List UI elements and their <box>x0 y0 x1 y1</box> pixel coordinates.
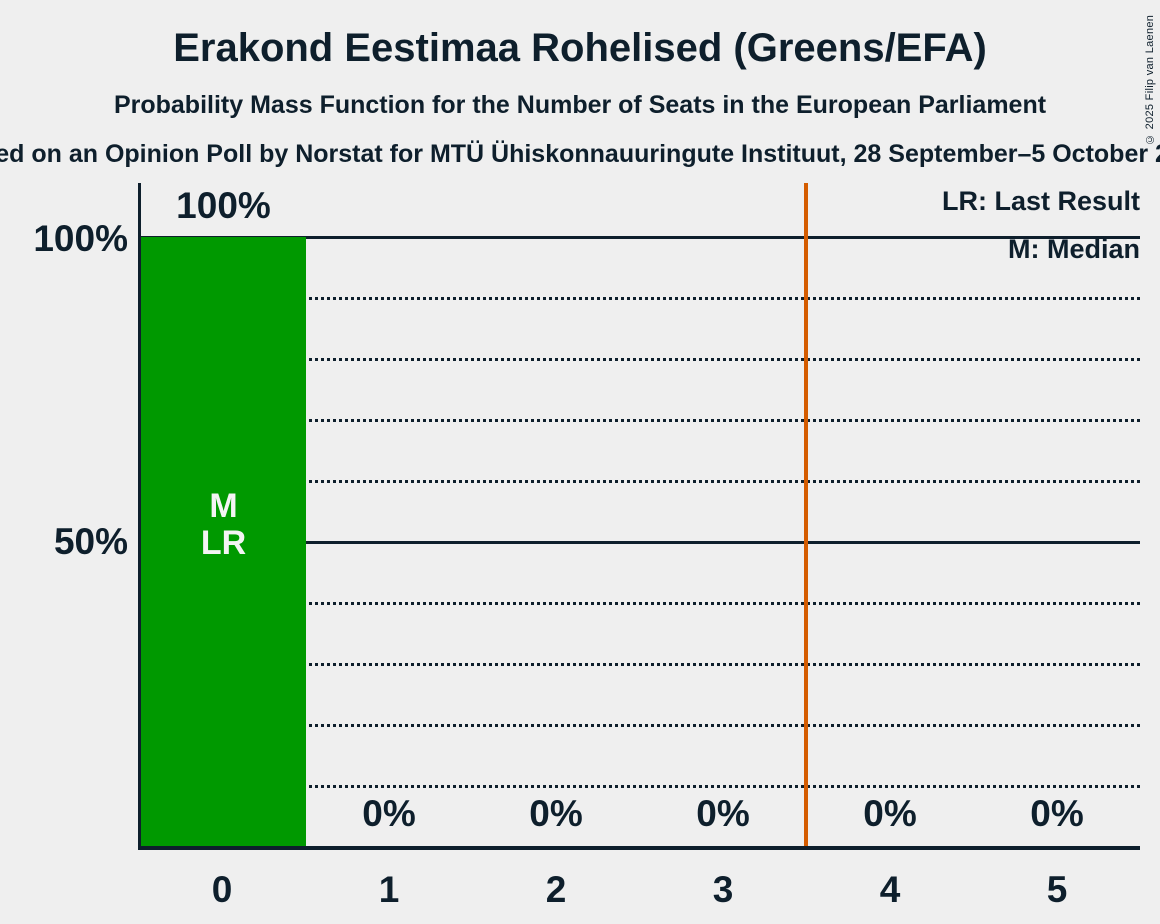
bar-value-label-1: 0% <box>362 793 416 834</box>
copyright-notice: © 2025 Filip van Laenen <box>1144 14 1156 145</box>
gridline-20pct <box>140 724 1140 727</box>
legend-median: M: Median <box>1008 234 1140 264</box>
gridline-90pct <box>140 297 1140 300</box>
xtick-label-3: 3 <box>712 869 734 910</box>
xtick-label-4: 4 <box>879 869 901 910</box>
ytick-label-50: 50% <box>53 521 128 562</box>
xtick-label-1: 1 <box>378 869 400 910</box>
bar-value-label-0: 100% <box>176 185 271 226</box>
gridline-70pct <box>140 419 1140 422</box>
x-axis-line <box>138 846 1140 850</box>
median-marker: M <box>209 487 238 525</box>
xtick-label-0: 0 <box>211 869 233 910</box>
ytick-label-100: 100% <box>33 218 128 259</box>
gridline-100pct <box>140 236 1140 239</box>
gridline-40pct <box>140 602 1140 605</box>
bar-value-label-2: 0% <box>529 793 583 834</box>
bar-value-label-3: 0% <box>696 793 750 834</box>
gridline-10pct <box>140 785 1140 788</box>
bar-value-label-4: 0% <box>863 793 917 834</box>
poll-source-line: Based on an Opinion Poll by Norstat for … <box>0 140 1160 168</box>
gridline-80pct <box>140 358 1140 361</box>
y-axis-line <box>138 183 141 849</box>
last-result-marker: LR <box>200 524 247 562</box>
vertical-marker-line <box>804 183 808 847</box>
legend-last-result: LR: Last Result <box>941 186 1140 216</box>
bar-inner-markers: M LR <box>141 488 306 562</box>
gridline-60pct <box>140 480 1140 483</box>
chart-title: Erakond Eestimaa Rohelised (Greens/EFA) <box>173 26 987 70</box>
chart-subtitle: Probability Mass Function for the Number… <box>113 91 1047 119</box>
xtick-label-2: 2 <box>545 869 567 910</box>
xtick-label-5: 5 <box>1046 869 1068 910</box>
gridline-50pct <box>140 541 1140 544</box>
bar-seat-0 <box>141 237 306 847</box>
gridline-30pct <box>140 663 1140 666</box>
bar-value-label-5: 0% <box>1030 793 1084 834</box>
